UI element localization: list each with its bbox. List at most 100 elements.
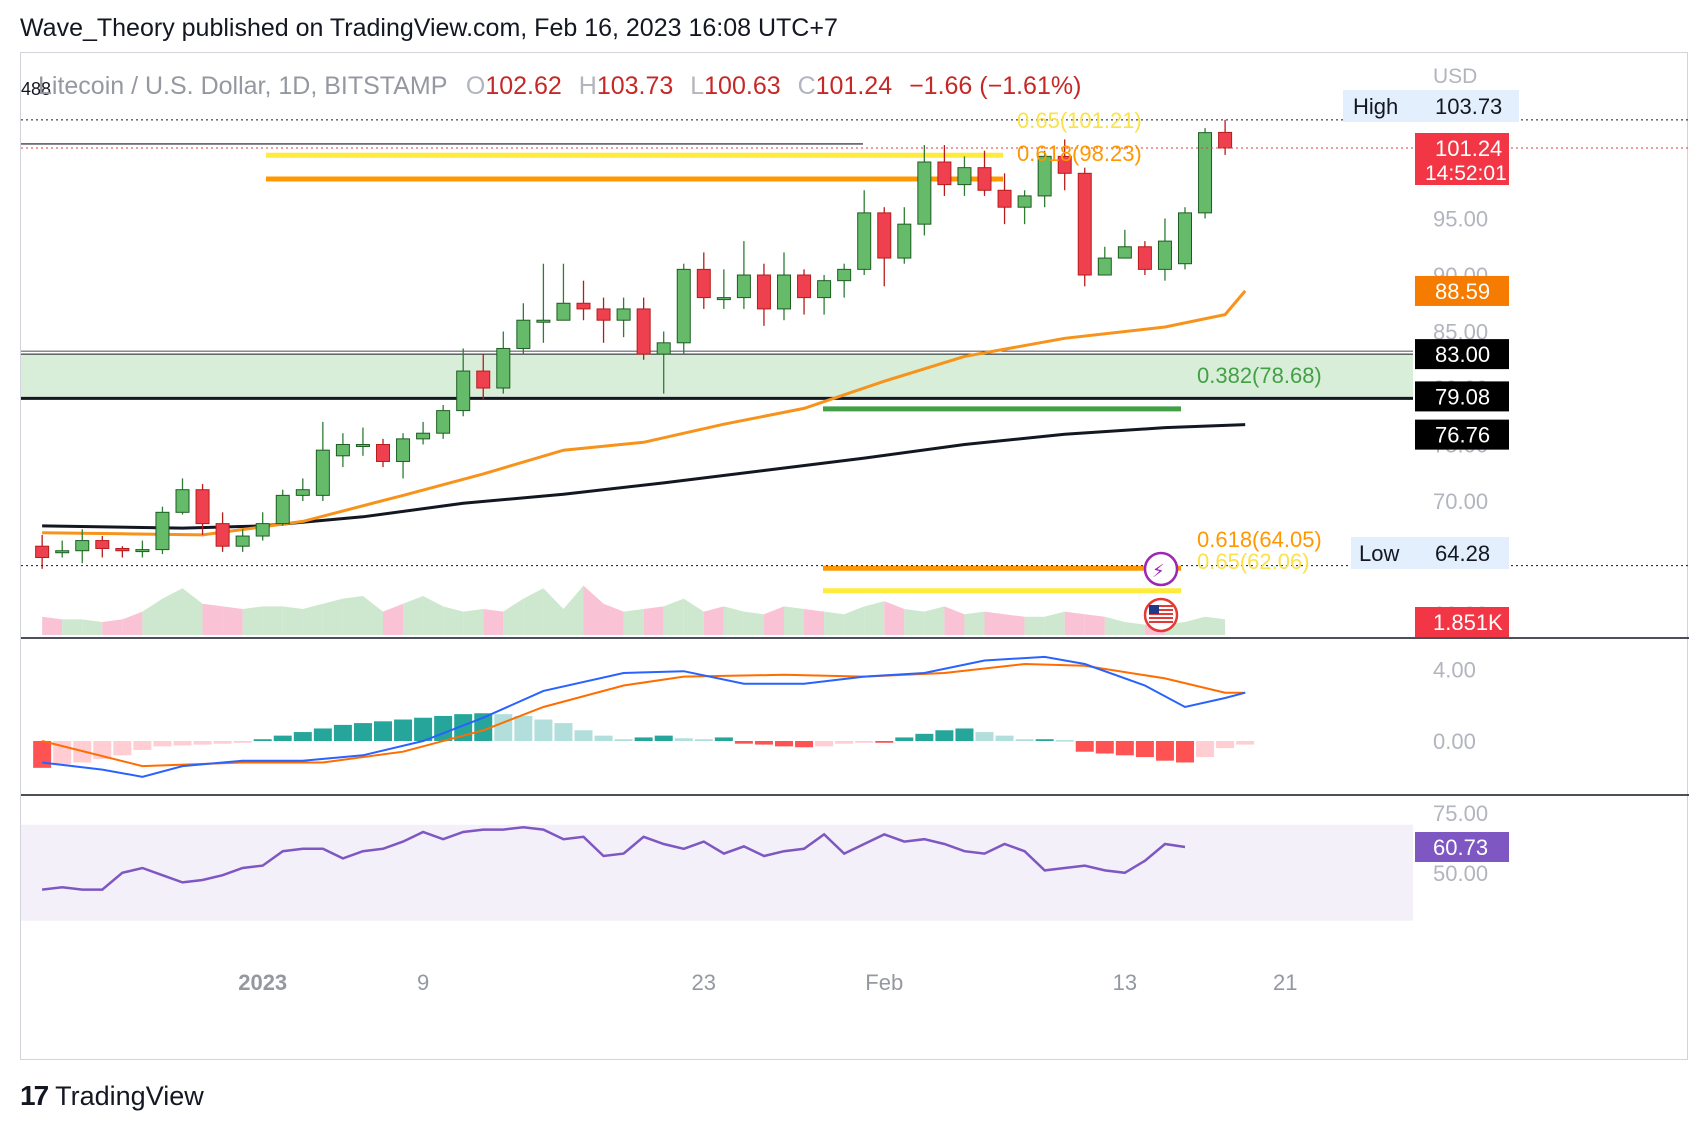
volume-segment [102,619,123,635]
high-tag: High [1353,94,1398,119]
candle-body [75,540,90,552]
flag-stripe [1149,621,1173,623]
candle [295,478,310,502]
price-badge-bg [1415,381,1509,412]
volume-segment [342,596,363,635]
symbol-title[interactable]: Litecoin / U.S. Dollar, 1D, BITSTAMP [38,72,447,100]
candle [1178,207,1192,270]
candle-body [636,308,651,355]
price-badge-value: 88.59 [1435,279,1490,304]
candle-body [1157,240,1172,270]
candle [436,404,451,439]
candle-body [696,268,711,299]
time-tick: 2023 [238,970,287,995]
fib-0618-label: 0.618(98.23) [1017,141,1142,166]
volume-segment [483,609,504,635]
candle [376,438,390,468]
time-tick: 13 [1113,970,1137,995]
candle-body [35,545,50,559]
macd-histogram-bar [975,732,994,741]
macd-histogram-bar [1075,741,1094,752]
low-tag-bg [1351,537,1415,569]
macd-histogram-bar [694,739,713,741]
macd-histogram-bar [494,714,513,741]
price-badge-value: 101.24 [1435,136,1502,161]
macd-histogram-bar [153,741,172,747]
volume-segment [804,609,825,635]
candle [897,207,912,264]
low-value-bg [1415,537,1509,569]
candle [756,263,771,326]
macd-histogram-bar [253,739,272,741]
volume-segment [1104,616,1125,635]
candle [576,280,591,321]
close-value: 101.24 [815,72,893,100]
volume-segment [984,611,1005,635]
time-tick: Feb [865,970,903,995]
macd-tick: 0.00 [1433,729,1476,754]
candle-body [917,161,932,225]
volume-segment [723,606,744,635]
candle-body [456,370,471,412]
macd-histogram-bar [634,737,653,741]
candle-body [315,449,330,496]
candle-body [937,161,952,186]
support-zone [21,354,1413,399]
left-edge-label: 488 [21,79,51,99]
fib-0618-lower-label: 0.618(64.05) [1197,527,1322,552]
macd-histogram-bar [1055,740,1074,742]
candle-body [516,319,531,349]
candle [716,269,731,309]
price-badge-value: 79.08 [1435,384,1490,409]
candle [1077,167,1092,287]
candle [416,421,431,445]
tradingview-brand[interactable]: 17 TradingView [20,1080,204,1112]
macd-histogram-bar [775,741,793,747]
macd-histogram-bar [133,741,152,750]
macd-histogram-bar [795,741,814,748]
chart-canvas[interactable]: 0.65(101.21) 0.618(98.23) 0.382(78.68) 0.61… [21,53,1689,1061]
price-badge-value: 76.76 [1435,423,1490,448]
price-badge: 76.76 [1415,419,1509,450]
macd-histogram-bar [1176,741,1194,763]
macd-histogram-bar [614,739,633,741]
candle [817,275,832,315]
candle [837,263,852,298]
candle-body [275,494,290,525]
rsi-tick: 75.00 [1433,801,1488,826]
volume-segment [322,598,343,635]
macd-histogram-bar [594,735,613,741]
candle-body [476,370,491,389]
candle-body [756,274,771,310]
price-badge-bg [1415,275,1509,306]
low-value: 64.28 [1435,541,1490,566]
candle [656,331,671,394]
candle-body [195,489,210,525]
candle [676,263,691,355]
time-tick: 9 [417,970,429,995]
candle [175,478,190,515]
volume-segment [122,611,143,635]
volume-segment [924,606,945,635]
candle-body [215,523,230,547]
macd-histogram-bar [113,741,132,756]
flag-stripe [1149,609,1173,611]
macd-histogram-bar [514,715,533,741]
fib-065-lower-label: 0.65(62.06) [1197,549,1310,574]
volume-segment [1084,614,1105,635]
price-badge-value: 83.00 [1435,342,1490,367]
candle-body [95,540,110,549]
chart-frame[interactable]: 0.65(101.21) 0.618(98.23) 0.382(78.68) 0.61… [20,52,1689,1061]
macd-histogram-bar [193,741,212,745]
candle [1117,229,1132,259]
volume-segment [503,598,524,635]
volume-segment [282,606,303,635]
candle [957,156,972,196]
macd-histogram-bar [754,741,773,745]
flag-canton [1149,605,1159,614]
macd-histogram-bar [293,732,312,741]
price-badge-bg [1415,419,1509,450]
candle [315,421,330,502]
rsi-pane [21,824,1413,921]
